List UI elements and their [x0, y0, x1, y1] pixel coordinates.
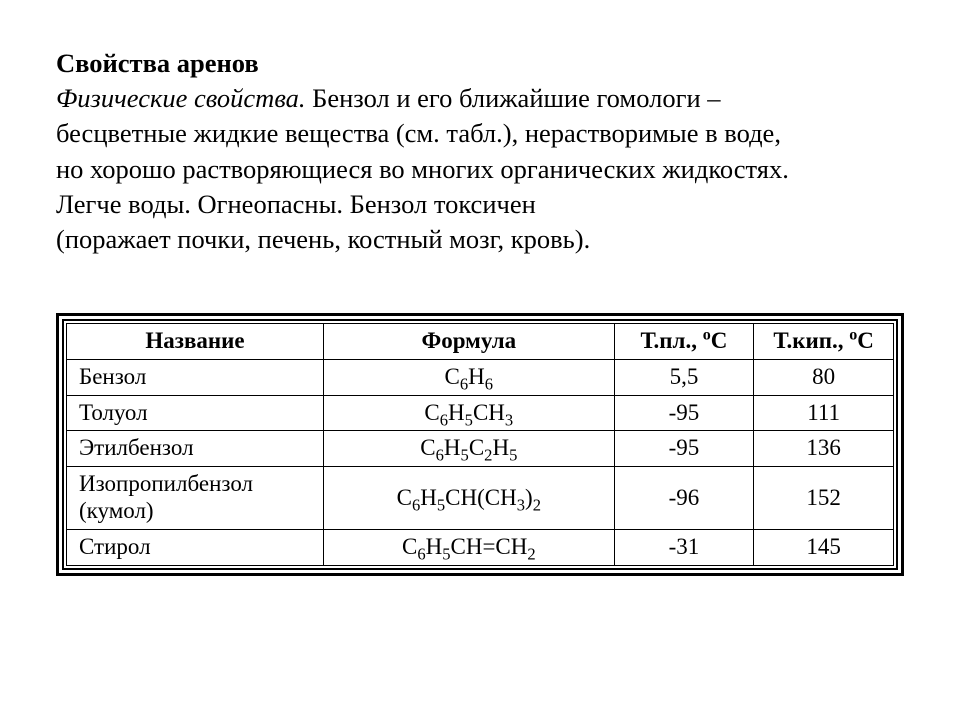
- col-name: Название: [67, 324, 324, 360]
- cell-formula: C6H5CH(CH3)2: [324, 466, 615, 529]
- col-tmelt: Т.пл., oC: [614, 324, 754, 360]
- table-frame-inner: Название Формула Т.пл., oC Т.кип., oC Бе…: [62, 319, 898, 569]
- cell-name: Этилбензол: [67, 431, 324, 467]
- para-line2: бесцветные жидкие вещества (см. табл.), …: [56, 118, 781, 148]
- cell-tmelt: -31: [614, 529, 754, 565]
- cell-name: Толуол: [67, 395, 324, 431]
- cell-name: Изопропилбензол (кумол): [67, 466, 324, 529]
- subheading: Физические свойства.: [56, 83, 306, 113]
- para-line3: но хорошо растворяющиеся во многих орган…: [56, 154, 789, 184]
- slide: Свойства аренов Физические свойства. Бен…: [0, 0, 960, 720]
- col-formula: Формула: [324, 324, 615, 360]
- cell-tboil: 111: [754, 395, 894, 431]
- col-tboil-unit: oC: [849, 328, 874, 353]
- col-tmelt-prefix: Т.пл.,: [641, 328, 703, 353]
- col-tboil-prefix: Т.кип.,: [773, 328, 849, 353]
- table-body: Бензол C6H6 5,5 80 Толуол C6H5CH3 -95 11…: [67, 360, 894, 566]
- col-tmelt-unit: oC: [703, 328, 728, 353]
- table-row: Стирол C6H5CH=CH2 -31 145: [67, 529, 894, 565]
- cell-tboil: 145: [754, 529, 894, 565]
- text-block: Свойства аренов Физические свойства. Бен…: [56, 46, 904, 257]
- cell-tmelt: -96: [614, 466, 754, 529]
- para-line1-rest: Бензол и его ближайшие гомологи –: [306, 83, 721, 113]
- table-row: Бензол C6H6 5,5 80: [67, 360, 894, 396]
- properties-table: Название Формула Т.пл., oC Т.кип., oC Бе…: [66, 323, 894, 565]
- cell-formula: C6H5C2H5: [324, 431, 615, 467]
- cell-formula: C6H5CH=CH2: [324, 529, 615, 565]
- cell-tmelt: 5,5: [614, 360, 754, 396]
- cell-tmelt: -95: [614, 431, 754, 467]
- cell-formula: C6H6: [324, 360, 615, 396]
- table-row: Толуол C6H5CH3 -95 111: [67, 395, 894, 431]
- para-line4: Легче воды. Огнеопасны. Бензол токсичен: [56, 189, 536, 219]
- table-row: Изопропилбензол (кумол) C6H5CH(CH3)2 -96…: [67, 466, 894, 529]
- cell-name: Бензол: [67, 360, 324, 396]
- para-line5: (поражает почки, печень, костный мозг, к…: [56, 224, 590, 254]
- cell-tboil: 152: [754, 466, 894, 529]
- cell-name: Стирол: [67, 529, 324, 565]
- table-frame-outer: Название Формула Т.пл., oC Т.кип., oC Бе…: [56, 313, 904, 575]
- cell-tmelt: -95: [614, 395, 754, 431]
- col-tboil: Т.кип., oC: [754, 324, 894, 360]
- table-head: Название Формула Т.пл., oC Т.кип., oC: [67, 324, 894, 360]
- table-header-row: Название Формула Т.пл., oC Т.кип., oC: [67, 324, 894, 360]
- cell-tboil: 80: [754, 360, 894, 396]
- cell-formula: C6H5CH3: [324, 395, 615, 431]
- table-row: Этилбензол C6H5C2H5 -95 136: [67, 431, 894, 467]
- heading: Свойства аренов: [56, 48, 259, 78]
- cell-tboil: 136: [754, 431, 894, 467]
